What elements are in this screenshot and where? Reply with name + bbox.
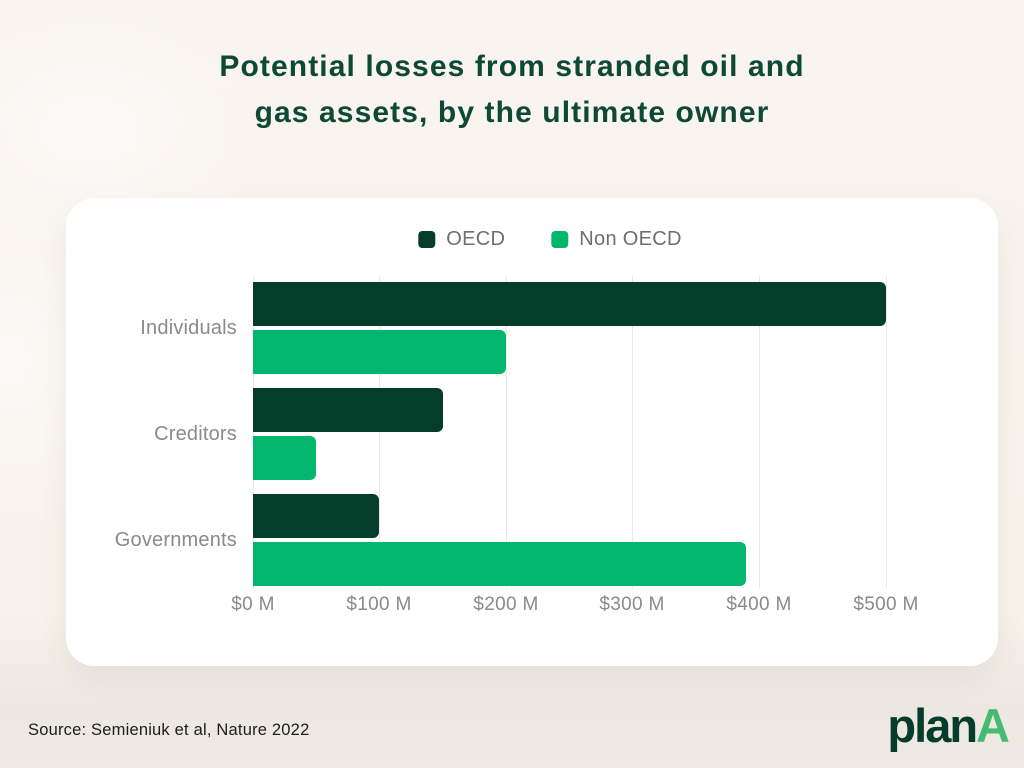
category-label-creditors: Creditors xyxy=(154,423,237,445)
tick-label-0: $0 M xyxy=(231,594,275,615)
gridline-500 xyxy=(886,276,887,588)
tick-label-100: $100 M xyxy=(346,594,412,615)
category-axis: Individuals Creditors Governments xyxy=(66,276,237,588)
bar-oecd-governments xyxy=(253,494,379,538)
chart-card: OECD Non OECD Individuals Creditors Governm… xyxy=(66,198,998,666)
legend-item-non-oecd: Non OECD xyxy=(551,228,681,251)
legend-swatch-non-oecd xyxy=(551,231,569,248)
category-label-individuals: Individuals xyxy=(140,317,237,339)
bar-oecd-creditors xyxy=(253,388,443,432)
gridline-0 xyxy=(253,276,254,588)
legend-label-oecd: OECD xyxy=(446,228,506,250)
bar-non-oecd-governments xyxy=(253,542,746,586)
gridline-200 xyxy=(506,276,507,588)
plot-area xyxy=(253,276,933,588)
bar-oecd-individuals xyxy=(253,282,886,326)
tick-label-500: $500 M xyxy=(853,594,919,615)
chart-title-line-2: gas assets, by the ultimate owner xyxy=(254,96,770,129)
legend-swatch-oecd xyxy=(418,231,436,248)
tick-label-200: $200 M xyxy=(473,594,539,615)
x-axis: $0 M $100 M $200 M $300 M $400 M $500 M xyxy=(231,594,933,624)
tick-label-400: $400 M xyxy=(726,594,792,615)
chart-legend: OECD Non OECD xyxy=(418,228,681,251)
category-label-governments: Governments xyxy=(114,529,237,551)
gridline-300 xyxy=(632,276,633,588)
bar-non-oecd-individuals xyxy=(253,330,506,374)
brand-logo: planA xyxy=(887,699,1010,752)
brand-logo-a: A xyxy=(976,699,1010,752)
bar-non-oecd-creditors xyxy=(253,436,316,480)
gridline-100 xyxy=(379,276,380,588)
legend-label-non-oecd: Non OECD xyxy=(579,228,682,250)
source-text: Source: Semieniuk et al, Nature 2022 xyxy=(28,721,310,739)
chart-title: Potential losses from stranded oil and g… xyxy=(0,44,1024,136)
legend-item-oecd: OECD xyxy=(418,228,505,251)
chart-title-line-1: Potential losses from stranded oil and xyxy=(219,50,805,83)
tick-label-300: $300 M xyxy=(599,594,665,615)
brand-logo-plan: plan xyxy=(887,699,978,752)
gridline-400 xyxy=(759,276,760,588)
